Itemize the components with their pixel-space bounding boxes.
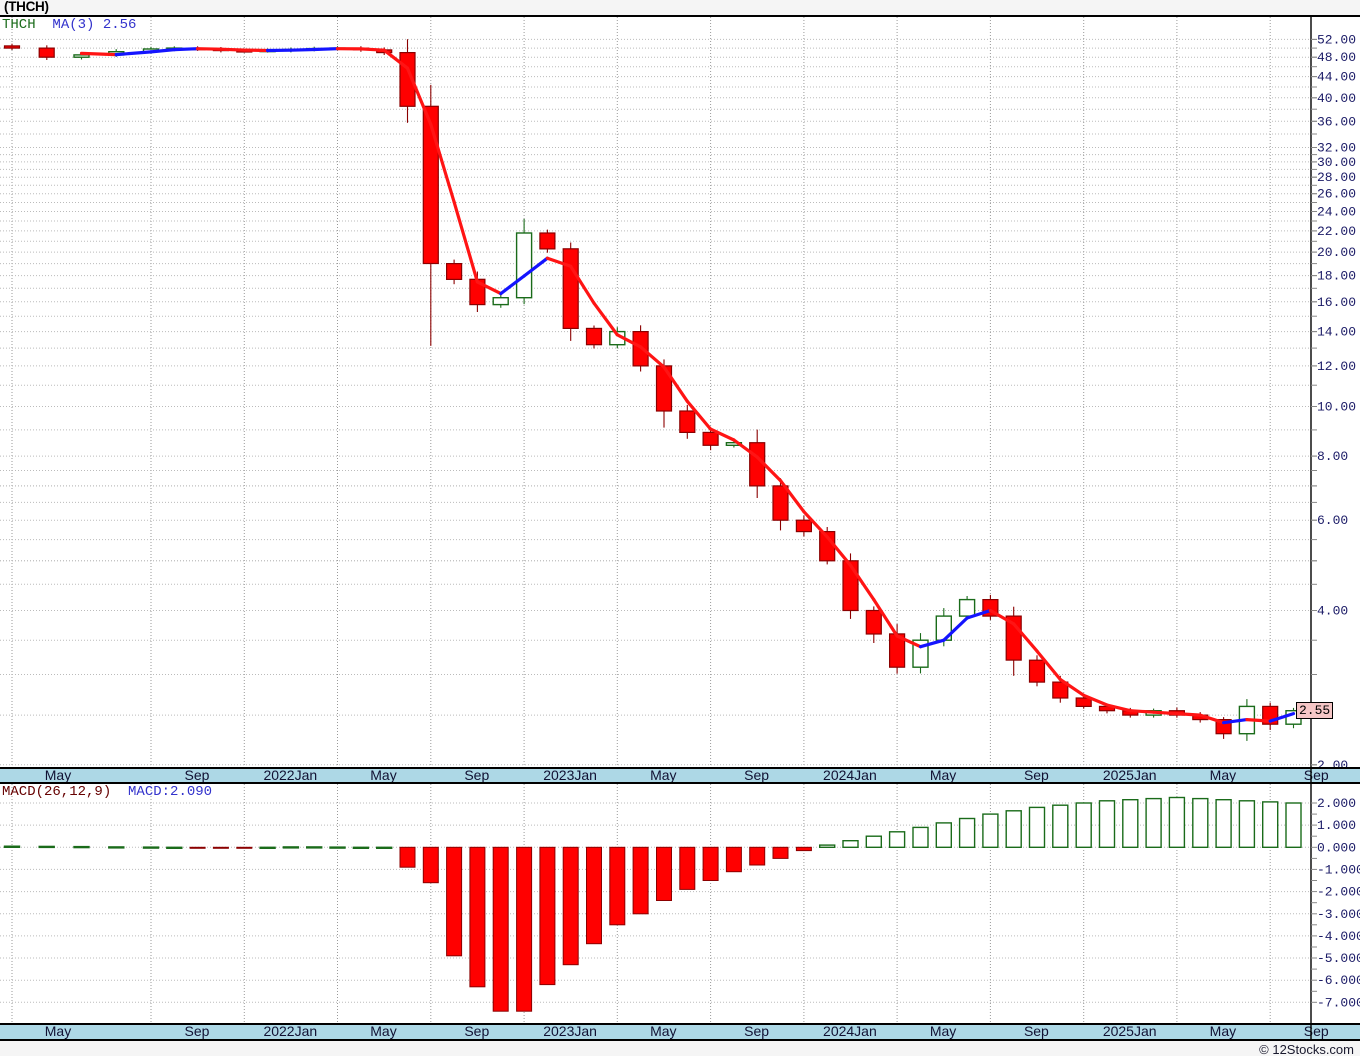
svg-text:6.00: 6.00 [1317,513,1348,528]
svg-text:2023Jan: 2023Jan [543,1025,597,1039]
svg-text:2025Jan: 2025Jan [1103,1025,1157,1039]
svg-text:Sep: Sep [1304,1025,1329,1039]
svg-text:1.000: 1.000 [1317,818,1356,833]
svg-text:-6.000: -6.000 [1317,973,1360,988]
svg-text:May: May [650,769,676,783]
svg-text:May: May [370,769,396,783]
svg-text:28.00: 28.00 [1317,170,1356,185]
svg-text:8.00: 8.00 [1317,449,1348,464]
svg-text:May: May [1210,769,1236,783]
svg-text:Sep: Sep [185,1025,210,1039]
svg-text:Sep: Sep [464,769,489,783]
svg-text:May: May [45,769,71,783]
svg-text:-7.000: -7.000 [1317,995,1360,1010]
svg-text:Sep: Sep [464,1025,489,1039]
svg-text:12.00: 12.00 [1317,359,1356,374]
svg-text:-1.000: -1.000 [1317,862,1360,877]
svg-text:Sep: Sep [1304,769,1329,783]
svg-text:Sep: Sep [1024,769,1049,783]
svg-text:Sep: Sep [744,1025,769,1039]
svg-text:-3.000: -3.000 [1317,907,1360,922]
svg-text:2.000: 2.000 [1317,796,1356,811]
svg-text:4.00: 4.00 [1317,604,1348,619]
svg-text:Sep: Sep [185,769,210,783]
svg-text:14.00: 14.00 [1317,325,1356,340]
svg-text:32.00: 32.00 [1317,141,1356,156]
svg-text:2.00: 2.00 [1317,758,1348,769]
svg-text:May: May [45,1025,71,1039]
svg-text:May: May [930,769,956,783]
svg-text:2024Jan: 2024Jan [823,1025,877,1039]
svg-text:2025Jan: 2025Jan [1103,769,1157,783]
svg-text:52.00: 52.00 [1317,32,1356,47]
svg-text:20.00: 20.00 [1317,245,1356,260]
svg-text:Sep: Sep [1024,1025,1049,1039]
svg-text:May: May [370,1025,396,1039]
svg-text:26.00: 26.00 [1317,187,1356,202]
svg-text:2023Jan: 2023Jan [543,769,597,783]
svg-text:24.00: 24.00 [1317,205,1356,220]
svg-text:40.00: 40.00 [1317,91,1356,106]
svg-text:-4.000: -4.000 [1317,929,1360,944]
svg-text:36.00: 36.00 [1317,114,1356,129]
svg-text:30.00: 30.00 [1317,155,1356,170]
svg-text:May: May [650,1025,676,1039]
svg-text:May: May [930,1025,956,1039]
svg-text:May: May [1210,1025,1236,1039]
svg-text:2022Jan: 2022Jan [263,1025,317,1039]
svg-text:18.00: 18.00 [1317,269,1356,284]
svg-text:10.00: 10.00 [1317,400,1356,415]
svg-text:44.00: 44.00 [1317,70,1356,85]
svg-text:16.00: 16.00 [1317,295,1356,310]
svg-text:2024Jan: 2024Jan [823,769,877,783]
svg-text:48.00: 48.00 [1317,50,1356,65]
svg-text:2022Jan: 2022Jan [263,769,317,783]
svg-text:-5.000: -5.000 [1317,951,1360,966]
svg-text:0.000: 0.000 [1317,840,1356,855]
svg-text:Sep: Sep [744,769,769,783]
svg-text:22.00: 22.00 [1317,224,1356,239]
svg-text:-2.000: -2.000 [1317,885,1360,900]
